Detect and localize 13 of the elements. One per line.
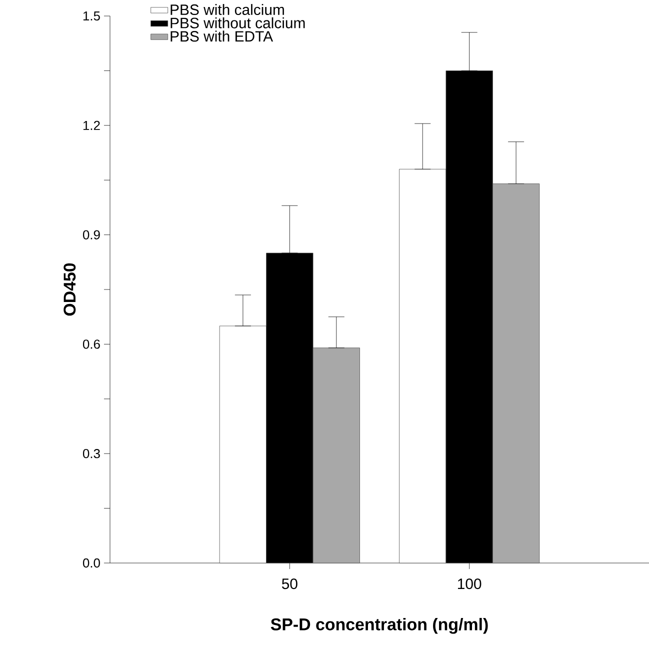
y-axis-title: OD450 — [64, 263, 76, 316]
y-tick-label: 1.5 — [83, 11, 100, 21]
x-tick-label: 100 — [458, 578, 482, 590]
legend-label: PBS with calcium — [170, 4, 284, 15]
y-tick-label: 0.3 — [82, 449, 100, 458]
y-tick-label: 0.0 — [82, 558, 100, 568]
legend-label: PBS with EDTA — [170, 30, 274, 42]
y-tick-label: 0.6 — [82, 340, 100, 349]
legend-label: PBS without calcium — [170, 17, 305, 28]
y-tick-label: 0.9 — [82, 230, 100, 240]
y-tick-label: 1.2 — [83, 120, 100, 130]
x-axis-title: SP-D concentration (ng/ml) — [270, 618, 488, 634]
x-tick-label: 50 — [282, 578, 298, 590]
